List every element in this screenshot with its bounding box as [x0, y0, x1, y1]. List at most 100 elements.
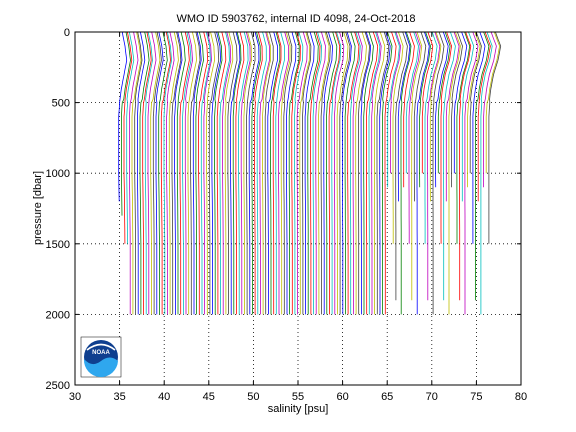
salinity-profile-line — [480, 31, 493, 315]
salinity-profile-line — [320, 31, 331, 315]
x-tick-label: 40 — [158, 391, 170, 403]
salinity-profile-line — [152, 31, 162, 315]
salinity-profile-line — [147, 31, 157, 315]
salinity-profile-line — [437, 31, 451, 174]
salinity-profile-line — [448, 31, 461, 315]
salinity-profile-line — [475, 31, 490, 301]
salinity-profile-line — [219, 31, 230, 315]
salinity-profile-line — [347, 31, 360, 315]
salinity-profile-line — [144, 31, 153, 315]
salinity-profile-line — [118, 31, 128, 202]
salinity-profile-line — [136, 31, 146, 315]
x-tick-label: 45 — [203, 391, 215, 403]
salinity-profile-line — [139, 31, 150, 315]
salinity-profile-line — [179, 31, 190, 315]
salinity-profile-line — [339, 31, 351, 315]
salinity-profile-line — [416, 31, 430, 315]
salinity-profile-line — [435, 31, 449, 188]
salinity-profile-line — [488, 31, 502, 244]
salinity-profile-line — [453, 31, 468, 174]
salinity-profile-line — [176, 31, 186, 315]
salinity-profile-line — [395, 31, 408, 301]
salinity-profile-line — [256, 31, 267, 315]
salinity-profile-line — [424, 31, 438, 244]
salinity-profile-line — [224, 31, 234, 315]
salinity-profile-line — [150, 31, 161, 315]
salinity-profile-line — [275, 31, 285, 315]
salinity-profile-line — [280, 31, 291, 315]
salinity-profile-line — [128, 31, 139, 315]
salinity-profile-line — [195, 31, 204, 315]
salinity-profile-line — [413, 31, 427, 202]
salinity-profile-line — [429, 31, 442, 202]
noaa-logo-icon: NOAA — [83, 340, 118, 378]
salinity-profile-line — [168, 31, 179, 315]
salinity-profile-line — [363, 31, 374, 315]
salinity-profile-line — [315, 31, 326, 315]
salinity-profile-line — [182, 31, 192, 315]
salinity-profile-line — [360, 31, 372, 315]
y-axis-label: pressure [dbar] — [32, 171, 44, 245]
y-tick-label: 2500 — [46, 380, 70, 392]
salinity-profile-line — [325, 31, 338, 315]
salinity-profile-line — [445, 31, 460, 202]
salinity-profile-line — [248, 31, 260, 315]
salinity-profile-line — [432, 31, 445, 315]
salinity-profile-line — [163, 31, 173, 315]
salinity-profile-line — [357, 31, 370, 315]
salinity-profile-line — [392, 31, 404, 244]
salinity-profile-line — [160, 31, 171, 315]
salinity-profile-line — [381, 31, 393, 315]
x-tick-label: 55 — [292, 391, 304, 403]
salinity-profile-line — [240, 31, 251, 315]
salinity-profile-line — [251, 31, 261, 315]
salinity-profile-line — [464, 31, 479, 315]
salinity-profile-line — [459, 31, 472, 301]
salinity-profile-line — [200, 31, 211, 315]
salinity-profile-line — [291, 31, 301, 315]
salinity-profile-line — [131, 31, 142, 315]
salinity-profile-line — [121, 31, 131, 216]
x-axis-label: salinity [psu] — [268, 403, 329, 415]
salinity-profile-line — [246, 31, 256, 315]
salinity-profile-line — [134, 31, 143, 315]
salinity-profile-line — [174, 31, 183, 315]
salinity-profile-line — [328, 31, 341, 315]
y-tick-label: 1000 — [46, 168, 70, 180]
salinity-profile-line — [387, 31, 400, 188]
salinity-profile-line — [288, 31, 300, 315]
salinity-profile-line — [344, 31, 356, 315]
salinity-profile-line — [440, 31, 453, 244]
salinity-profile-line — [373, 31, 386, 315]
salinity-profile-line — [403, 31, 415, 188]
salinity-profile-line — [294, 31, 304, 315]
salinity-profile-line — [192, 31, 202, 315]
salinity-profile-line — [397, 31, 411, 202]
salinity-profile-line — [408, 31, 421, 244]
y-tick-label: 1500 — [46, 239, 70, 251]
salinity-profile-line — [352, 31, 363, 315]
salinity-profile-line — [222, 31, 232, 315]
salinity-profile-line — [230, 31, 241, 315]
salinity-profile-line — [323, 31, 333, 315]
salinity-profile-line — [310, 31, 321, 315]
salinity-profile-line — [312, 31, 323, 315]
x-tick-label: 70 — [426, 391, 438, 403]
salinity-profile-line — [238, 31, 249, 315]
plot-area — [74, 31, 522, 386]
salinity-profile-line — [336, 31, 349, 315]
salinity-profile-line — [243, 31, 252, 315]
salinity-profile-line — [365, 31, 379, 315]
salinity-profile-line — [264, 31, 274, 315]
salinity-profile-line — [187, 31, 197, 315]
salinity-profile-line — [451, 31, 463, 188]
salinity-profile-line — [456, 31, 471, 244]
x-tick-label: 65 — [381, 391, 393, 403]
salinity-profile-line — [254, 31, 263, 315]
x-tick-label: 60 — [336, 391, 348, 403]
salinity-profile-line — [272, 31, 282, 315]
salinity-profile-line — [341, 31, 352, 315]
salinity-profile-line — [286, 31, 297, 315]
salinity-profile-line — [411, 31, 423, 301]
